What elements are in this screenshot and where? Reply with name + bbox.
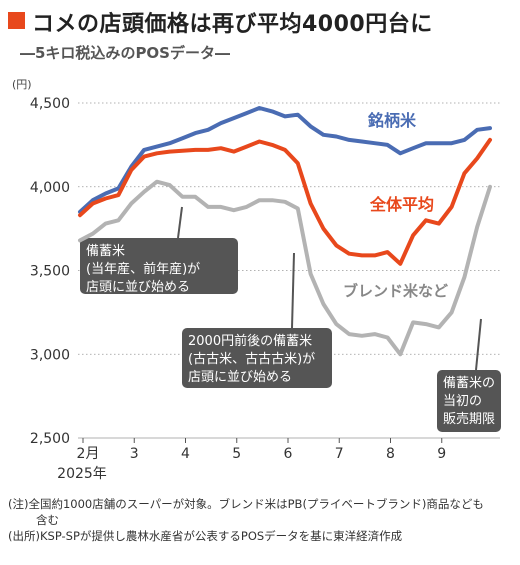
annotation-pointer bbox=[177, 206, 183, 239]
source-text: (出所)KSP-SPが提供し農林水産省が公表するPOSデータを基に東洋経済作成 bbox=[8, 529, 403, 543]
chart-subtitle: ―5キロ税込みのPOSデータ― bbox=[20, 44, 230, 62]
x-tick-label: 9 bbox=[437, 446, 446, 462]
chart-notes: (注)全国約1000店舗のスーパーが対象。ブレンド米はPB(プライベートブランド… bbox=[8, 496, 513, 544]
annotation-stockpile-1-line: 店頭に並び始める bbox=[86, 280, 190, 295]
chart-title: コメの店頭価格は再び平均4000円台に bbox=[32, 12, 433, 37]
annotation-box bbox=[80, 238, 238, 294]
x-tick-label: 4 bbox=[181, 446, 190, 462]
annotation-box bbox=[182, 328, 332, 388]
annotation-stockpile-3-line: 備蓄米の bbox=[443, 375, 495, 391]
x-tick-label: 8 bbox=[386, 446, 395, 462]
annotation-stockpile-1-line: 備蓄米 bbox=[86, 243, 125, 259]
x-tick-label: 5 bbox=[232, 446, 241, 462]
note-text-continued: 含む bbox=[36, 513, 59, 527]
title-marker-icon bbox=[8, 12, 25, 29]
series-line-brand-rice bbox=[78, 106, 492, 214]
x-year-label: 2025年 bbox=[57, 466, 107, 482]
title-block: コメの店頭価格は再び平均4000円台に bbox=[8, 6, 512, 40]
y-axis-unit: (円) bbox=[12, 78, 32, 91]
y-tick-label: 3,000 bbox=[30, 347, 70, 363]
annotation-stockpile-2-line: 2000円前後の備蓄米 bbox=[188, 333, 312, 349]
y-tick-label: 4,500 bbox=[30, 96, 70, 112]
series-line-blend bbox=[78, 179, 492, 357]
y-tick-label: 2,500 bbox=[30, 431, 70, 447]
line-chart: (円) 2,500 3,000 3,500 4,000 4,500 2月 3 4 5 6 7 8 9 202… bbox=[12, 78, 501, 482]
note-text: (注)全国約1000店舗のスーパーが対象。ブレンド米はPB(プライベートブランド… bbox=[8, 497, 484, 511]
x-tick-label: 6 bbox=[284, 446, 293, 462]
annotation-pointer bbox=[475, 318, 482, 371]
y-tick-label: 3,500 bbox=[30, 264, 70, 280]
y-tick-label: 4,000 bbox=[30, 180, 70, 196]
annotation-pointer bbox=[291, 252, 295, 329]
annotation-box bbox=[437, 370, 501, 432]
series-line-average bbox=[78, 137, 492, 266]
x-tick-label: 3 bbox=[130, 446, 139, 462]
annotation-stockpile-2-line: 店頭に並び始める bbox=[188, 370, 292, 385]
annotation-stockpile-3-line: 販売期限 bbox=[443, 411, 495, 427]
annotation-stockpile-1-line: (当年産、前年産)が bbox=[86, 261, 200, 277]
annotation-stockpile-2-line: (古古米、古古古米)が bbox=[188, 352, 315, 367]
annotation-stockpile-3-line: 当初の bbox=[443, 394, 482, 409]
x-tick-label: 7 bbox=[335, 446, 344, 462]
series-label-average: 全体平均 bbox=[369, 195, 434, 214]
series-label-blend: ブレンド米など bbox=[343, 282, 448, 300]
x-tick-label: 2月 bbox=[77, 446, 100, 462]
series-label-brand-rice: 銘柄米 bbox=[368, 111, 417, 130]
